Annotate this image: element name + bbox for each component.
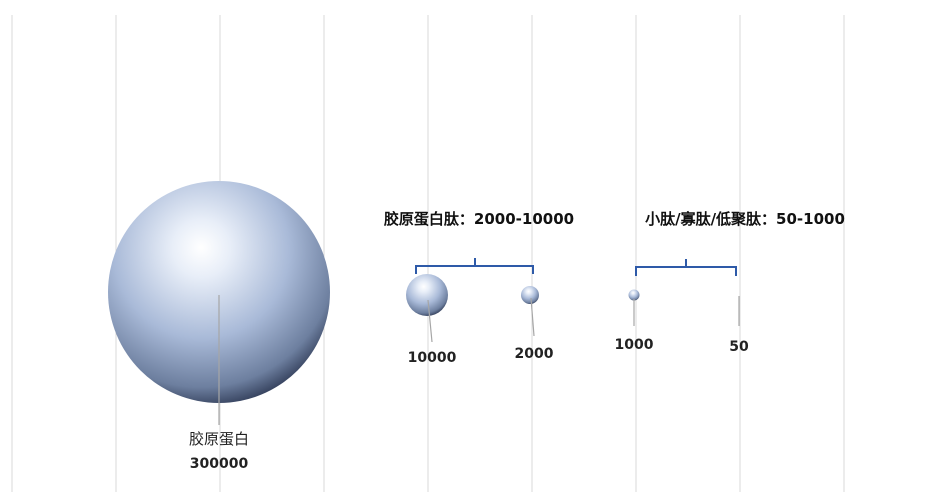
vertical-gridlines: [11, 15, 845, 492]
bubble-value-label: 2000: [515, 346, 554, 362]
bubble-1000: 1000: [615, 289, 654, 353]
group-label: 小肽/寡肽/低聚肽：50-1000: [645, 210, 845, 228]
group-small-peptide: 小肽/寡肽/低聚肽：50-1000: [635, 210, 845, 276]
bubble-value-label: 1000: [615, 337, 654, 353]
bubble-name-label: 胶原蛋白: [189, 430, 249, 448]
leader-line: [530, 297, 535, 337]
group-label: 胶原蛋白肽：2000-10000: [384, 210, 574, 228]
bubble-2000: 2000: [515, 286, 554, 362]
bubble-value-label: 300000: [190, 456, 249, 472]
group-collagen-peptide: 胶原蛋白肽：2000-10000: [384, 210, 574, 274]
bubble-sphere: [406, 274, 448, 316]
group-bracket: [415, 258, 534, 274]
bubble-value-label: 50: [729, 339, 749, 355]
bubble-sphere: [628, 289, 640, 301]
bubble-50: 50: [729, 296, 749, 355]
leader-line: [427, 299, 433, 343]
bubble-sphere: [108, 181, 330, 403]
group-bracket: [635, 259, 737, 276]
bubble-value-label: 10000: [408, 350, 457, 366]
bubble-collagen: 胶原蛋白 300000: [108, 181, 330, 472]
bubble-10000: 10000: [406, 274, 457, 366]
bubble-sphere: [521, 286, 539, 304]
